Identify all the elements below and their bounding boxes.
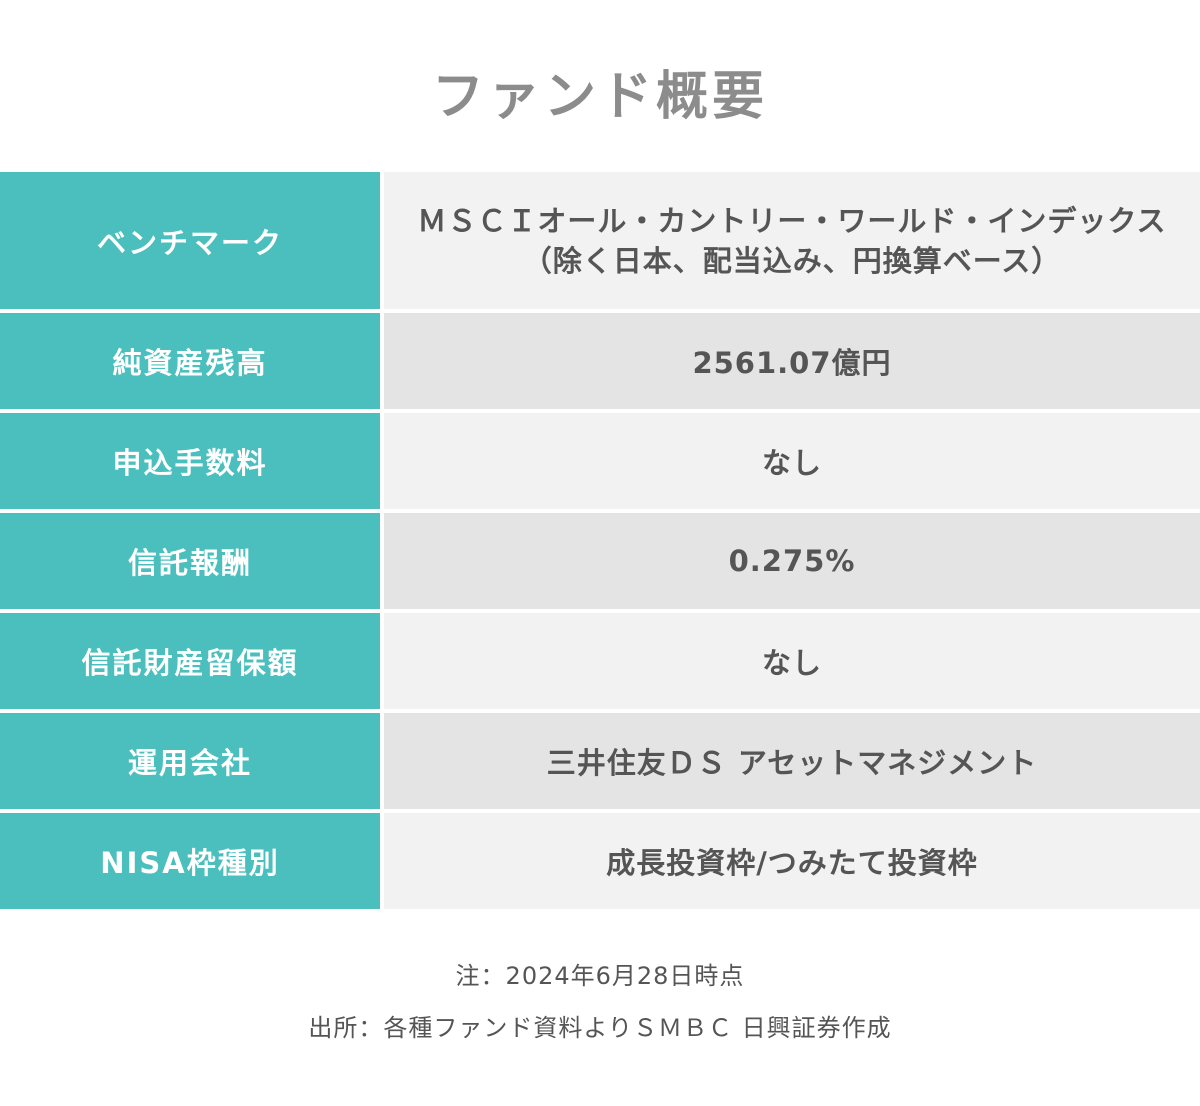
table-row-benchmark: ベンチマーク ＭＳＣＩオール・カントリー・ワールド・インデックス （除く日本、配…: [0, 172, 1200, 313]
table-row-trust-fee: 信託報酬 0.275%: [0, 513, 1200, 613]
row-label-retention-fee: 信託財産留保額: [0, 613, 380, 709]
row-label-trust-fee: 信託報酬: [0, 513, 380, 609]
row-value-benchmark: ＭＳＣＩオール・カントリー・ワールド・インデックス （除く日本、配当込み、円換算…: [384, 172, 1200, 309]
table-row-nisa-type: NISA枠種別 成長投資枠/つみたて投資枠: [0, 813, 1200, 909]
page-title: ファンド概要: [431, 67, 768, 127]
benchmark-value-line-1: ＭＳＣＩオール・カントリー・ワールド・インデックス: [417, 203, 1167, 238]
row-value-purchase-fee: なし: [384, 413, 1200, 509]
row-label-benchmark: ベンチマーク: [0, 172, 380, 309]
row-label-net-assets: 純資産残高: [0, 313, 380, 409]
date-note: 注：2024年6月28日時点: [455, 962, 745, 990]
row-value-nisa-type: 成長投資枠/つみたて投資枠: [384, 813, 1200, 909]
benchmark-value-line-2: （除く日本、配当込み、円換算ベース）: [522, 243, 1062, 278]
row-label-purchase-fee: 申込手数料: [0, 413, 380, 509]
table-row-net-assets: 純資産残高 2561.07億円: [0, 313, 1200, 413]
row-label-management-company: 運用会社: [0, 713, 380, 809]
row-value-management-company: 三井住友ＤＳ アセットマネジメント: [384, 713, 1200, 809]
table-row-purchase-fee: 申込手数料 なし: [0, 413, 1200, 513]
row-value-net-assets: 2561.07億円: [384, 313, 1200, 409]
fund-overview-table: ベンチマーク ＭＳＣＩオール・カントリー・ワールド・インデックス （除く日本、配…: [0, 172, 1200, 909]
table-row-management-company: 運用会社 三井住友ＤＳ アセットマネジメント: [0, 713, 1200, 813]
row-label-nisa-type: NISA枠種別: [0, 813, 380, 909]
row-value-retention-fee: なし: [384, 613, 1200, 709]
table-row-retention-fee: 信託財産留保額 なし: [0, 613, 1200, 713]
footnotes: 注：2024年6月28日時点 出所：各種ファンド資料よりＳＭＢＣ 日興証券作成: [0, 950, 1200, 1054]
source-note: 出所：各種ファンド資料よりＳＭＢＣ 日興証券作成: [308, 1014, 892, 1042]
row-value-trust-fee: 0.275%: [384, 513, 1200, 609]
